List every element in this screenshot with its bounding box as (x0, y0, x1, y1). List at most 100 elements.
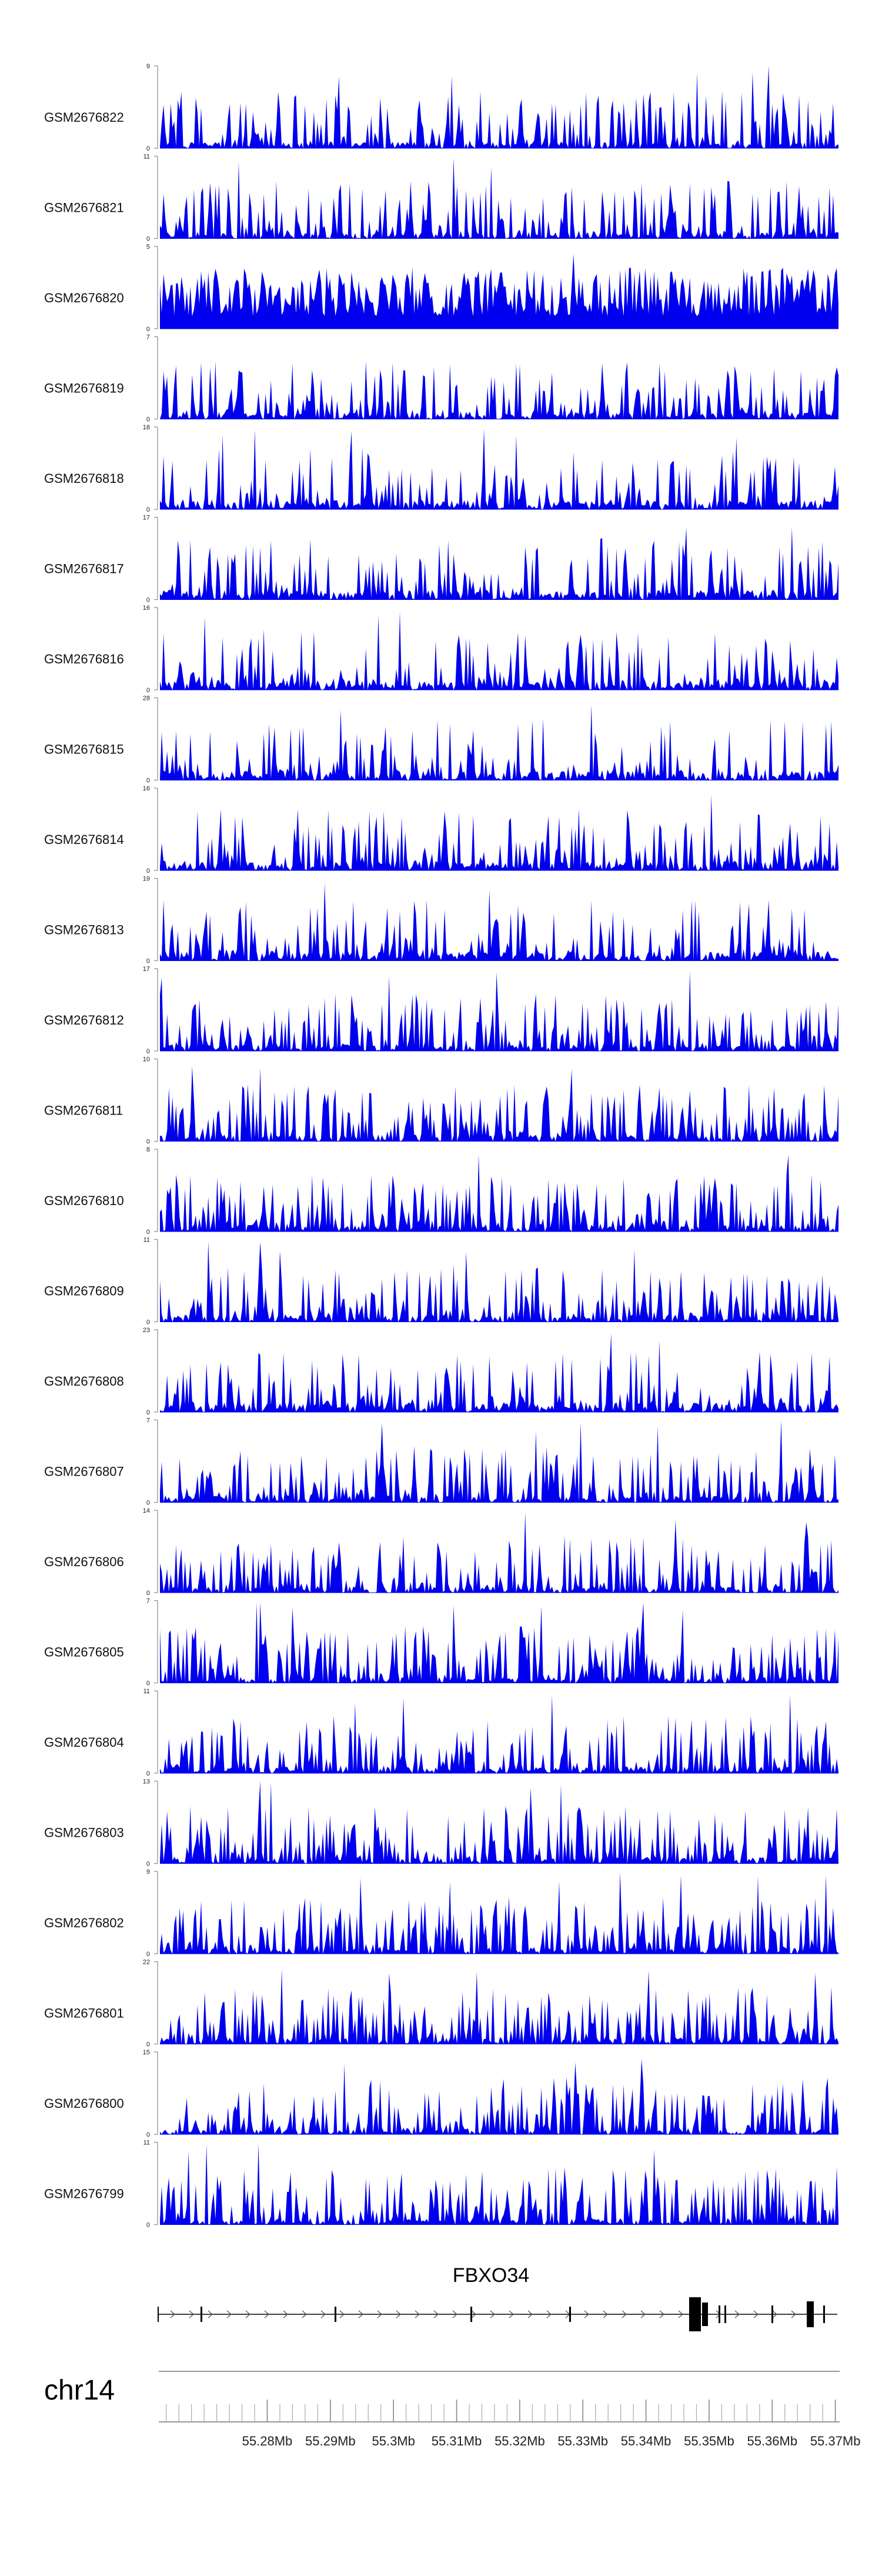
coverage-area (160, 1781, 838, 1864)
coverage-tracks: GSM267682290GSM2676821110GSM267682050GSM… (44, 63, 838, 2229)
axis-tick-label: 55.31Mb (432, 2434, 482, 2448)
track-label: GSM2676806 (44, 1554, 124, 1569)
track-label: GSM2676811 (44, 1103, 123, 1118)
y-max-label: 17 (143, 515, 150, 522)
y-max-label: 7 (146, 1598, 150, 1605)
strand-arrow (283, 2310, 288, 2318)
y-zero-label: 0 (146, 1770, 150, 1777)
y-zero-label: 0 (146, 2131, 150, 2138)
y-zero-label: 0 (146, 2222, 150, 2229)
y-zero-label: 0 (146, 2041, 150, 2048)
axis-tick-label: 55.32Mb (495, 2434, 545, 2448)
track-label: GSM2676818 (44, 471, 124, 486)
y-max-label: 11 (143, 2140, 150, 2147)
track: GSM2676806 14 0 (44, 1507, 838, 1597)
track: GSM2676818 18 0 (44, 424, 838, 513)
y-max-label: 9 (146, 1868, 150, 1876)
y-max-label: 9 (146, 63, 150, 70)
exon-block (335, 2307, 336, 2322)
coverage-area (160, 1154, 838, 1232)
strand-arrow (302, 2310, 307, 2318)
strand-arrow (320, 2310, 326, 2318)
y-zero-label: 0 (146, 867, 150, 875)
exon-block (823, 2305, 825, 2323)
strand-arrow (622, 2310, 627, 2318)
y-zero-label: 0 (146, 326, 150, 333)
y-max-label: 7 (146, 1417, 150, 1424)
axis-tick-label: 55.35Mb (684, 2434, 734, 2448)
track: GSM2676816 16 0 (44, 605, 838, 694)
exon-block (689, 2297, 701, 2331)
track-label: GSM2676809 (44, 1284, 124, 1299)
coverage-area (160, 795, 838, 870)
strand-arrow (358, 2310, 363, 2318)
track-label: GSM2676810 (44, 1193, 124, 1208)
track: GSM2676819 7 0 (44, 334, 838, 423)
track: GSM2676810 8 0 (44, 1146, 838, 1236)
strand-arrow (546, 2310, 552, 2318)
strand-arrow (245, 2310, 250, 2318)
y-zero-label: 0 (146, 1229, 150, 1236)
axis-tick-label: 55.29Mb (305, 2434, 356, 2448)
strand-arrow (527, 2310, 533, 2318)
y-max-label: 19 (143, 876, 150, 883)
exon-block (807, 2301, 814, 2327)
strand-arrow (659, 2310, 664, 2318)
track: GSM2676813 19 0 (44, 876, 838, 965)
gene-track: FBXO34 (158, 2264, 837, 2331)
y-zero-label: 0 (146, 1500, 150, 1507)
track: GSM2676799 11 0 (44, 2140, 838, 2229)
coverage-area (160, 253, 838, 329)
y-max-label: 11 (143, 154, 150, 161)
exon-block (719, 2305, 720, 2323)
track: GSM2676821 11 0 (44, 154, 838, 243)
strand-arrow (509, 2310, 514, 2318)
track-label: GSM2676800 (44, 2096, 124, 2111)
axis-ticks: 55.28Mb 55.29Mb 55.3Mb 55.31Mb 55.32Mb 55.33M… (166, 2400, 860, 2448)
exon-block (470, 2307, 472, 2322)
track-label: GSM2676807 (44, 1464, 124, 1479)
track-label: GSM2676813 (44, 923, 124, 937)
y-max-label: 16 (143, 605, 150, 612)
coverage-area (160, 611, 838, 690)
y-zero-label: 0 (146, 597, 150, 604)
y-zero-label: 0 (146, 778, 150, 785)
strand-arrow (753, 2310, 759, 2318)
coverage-area (160, 883, 838, 961)
track-label: GSM2676799 (44, 2187, 124, 2201)
y-zero-label: 0 (146, 1861, 150, 1868)
y-zero-label: 0 (146, 416, 150, 423)
axis-tick-label: 55.3Mb (372, 2434, 415, 2448)
coverage-area (160, 1602, 838, 1683)
genome-axis: chr14 55.28Mb 55.29Mb 55.3Mb 55.31Mb 55.32Mb… (44, 2371, 860, 2448)
y-zero-label: 0 (146, 145, 150, 152)
strand-arrow (170, 2310, 175, 2318)
y-zero-label: 0 (146, 1319, 150, 1326)
strand-arrow (415, 2310, 420, 2318)
track-label: GSM2676803 (44, 1826, 124, 1840)
track: GSM2676802 9 0 (44, 1868, 838, 1958)
track-label: GSM2676820 (44, 291, 124, 305)
y-zero-label: 0 (146, 1409, 150, 1416)
y-zero-label: 0 (146, 1951, 150, 1958)
exon-block (201, 2307, 202, 2322)
strand-arrow (189, 2310, 194, 2318)
track: GSM2676801 22 0 (44, 1959, 838, 2048)
strand-arrow (791, 2310, 796, 2318)
y-max-label: 28 (143, 695, 150, 702)
axis-tick-label: 55.34Mb (621, 2434, 671, 2448)
track-label: GSM2676815 (44, 742, 124, 757)
y-zero-label: 0 (146, 506, 150, 513)
coverage-area (160, 527, 838, 600)
coverage-area (160, 1512, 838, 1593)
track: GSM2676812 17 0 (44, 966, 838, 1055)
track: GSM2676804 11 0 (44, 1688, 838, 1777)
exon-block (771, 2305, 773, 2323)
y-max-label: 17 (143, 966, 150, 973)
track: GSM2676808 23 0 (44, 1327, 838, 1416)
track: GSM2676809 11 0 (44, 1237, 838, 1326)
exon-block (724, 2305, 726, 2323)
strand-arrow (734, 2310, 740, 2318)
coverage-area (160, 1241, 838, 1322)
